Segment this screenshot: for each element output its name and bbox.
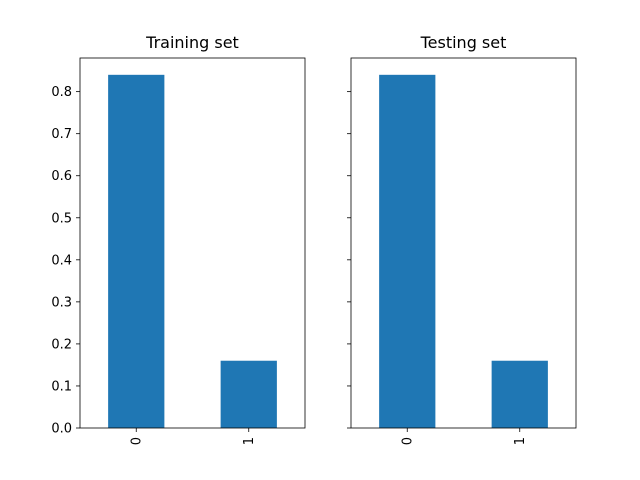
training-y-tick-label-0.2: 0.2 (51, 337, 72, 352)
training-x-tick-label-1: 1 (242, 437, 257, 445)
training-y-tick-label-0.0: 0.0 (51, 422, 72, 437)
training-y-tick-label-0.5: 0.5 (51, 211, 72, 226)
training-set-title: Training set (145, 33, 239, 52)
testing-bar-1 (491, 360, 548, 428)
training-axes-frame (79, 57, 306, 429)
training-set-panel: Training set 0 1 0.0 0.1 0.2 0.3 0.4 0.5 0.6 0.7 0… (51, 33, 306, 445)
testing-set-title: Testing set (420, 33, 507, 52)
testing-set-panel: Testing set 0 1 (347, 33, 577, 445)
testing-bar-0 (379, 74, 436, 428)
testing-x-tick-label-0: 0 (400, 437, 415, 445)
training-bar-1 (220, 360, 277, 428)
testing-x-tick-label-1: 1 (513, 437, 528, 445)
training-y-tick-label-0.3: 0.3 (51, 295, 72, 310)
training-y-tick-label-0.7: 0.7 (51, 127, 72, 142)
training-y-tick-label-0.6: 0.6 (51, 169, 72, 184)
training-y-tick-label-0.1: 0.1 (51, 379, 72, 394)
testing-axes-frame (350, 57, 577, 429)
training-y-tick-label-0.4: 0.4 (51, 253, 72, 268)
training-bar-0 (108, 74, 165, 428)
training-x-tick-label-0: 0 (129, 437, 144, 445)
training-y-tick-label-0.8: 0.8 (51, 85, 72, 100)
